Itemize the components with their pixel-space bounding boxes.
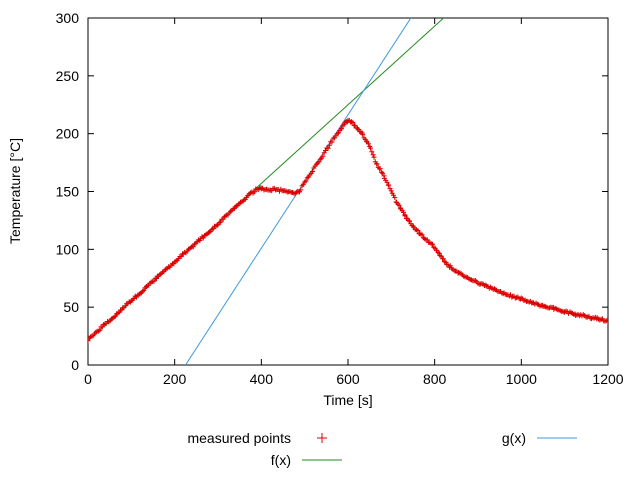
x-tick-label: 200 xyxy=(163,371,187,387)
legend-label-g: g(x) xyxy=(501,430,526,446)
series-line-f(x) xyxy=(88,18,445,342)
x-axis-label: Time [s] xyxy=(323,392,373,408)
legend-label-measured: measured points xyxy=(187,430,291,446)
x-tick-label: 800 xyxy=(423,371,447,387)
legend-line-sample-g-icon xyxy=(537,437,577,439)
legend-line-sample-f-icon xyxy=(302,459,342,461)
plot-border xyxy=(87,17,609,366)
y-tick-label: 200 xyxy=(56,126,80,142)
x-tick-label: 1000 xyxy=(506,371,537,387)
legend-entry-measured: measured points xyxy=(0,428,345,448)
y-axis-label: Temperature [°C] xyxy=(7,138,23,244)
y-tick-label: 100 xyxy=(56,241,80,257)
x-tick-label: 400 xyxy=(250,371,274,387)
x-tick-label: 600 xyxy=(336,371,360,387)
x-tick-label: 0 xyxy=(84,371,92,387)
legend-entry-g: g(x) xyxy=(345,428,580,448)
y-tick-label: 250 xyxy=(56,68,80,84)
measured-points xyxy=(88,117,608,344)
legend-marker-plus-icon xyxy=(317,433,327,443)
chart-legend: measured points g(x) f(x) xyxy=(0,428,640,470)
y-tick-label: 150 xyxy=(56,184,80,200)
y-tick-label: 0 xyxy=(71,357,79,373)
legend-entry-f: f(x) xyxy=(0,450,345,470)
x-tick-label: 1200 xyxy=(592,371,623,387)
series-line-g(x) xyxy=(184,18,412,365)
legend-label-f: f(x) xyxy=(270,452,291,468)
y-tick-label: 300 xyxy=(56,10,80,26)
temperature-chart: 0 200 400 600 800 1000 1200 0 50 100 150 200 250 300 xyxy=(56,10,624,387)
y-tick-label: 50 xyxy=(63,299,79,315)
